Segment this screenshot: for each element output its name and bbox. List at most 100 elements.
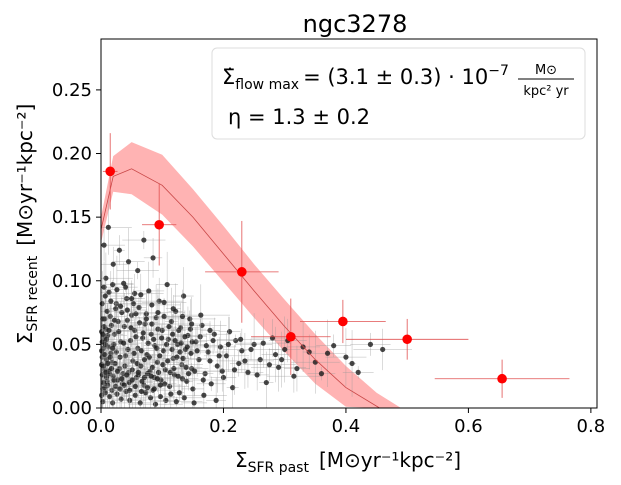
scatter-point-233 xyxy=(117,303,124,309)
model-curve-layer xyxy=(100,168,380,409)
scatter-point-185 xyxy=(175,373,181,379)
scatter-point-34 xyxy=(148,331,154,337)
scatter-point-84 xyxy=(282,346,288,353)
scatter-point-102 xyxy=(132,290,138,297)
scatter-point-28 xyxy=(140,335,146,341)
scatter-point-141 xyxy=(119,309,125,316)
scatter-point-285 xyxy=(107,354,113,360)
scatter-point-68 xyxy=(211,331,217,337)
x-tick-label-0: 0.0 xyxy=(87,416,116,437)
scatter-point-123 xyxy=(191,400,197,406)
scatter-point-44 xyxy=(164,281,170,288)
scatter-point-134 xyxy=(108,322,115,328)
y-axis-label-symbol: Σ xyxy=(13,332,37,345)
scatter-point-230 xyxy=(110,281,116,288)
scatter-point-109 xyxy=(114,391,120,397)
binned-point-0 xyxy=(105,166,115,177)
annotation-background xyxy=(211,47,586,140)
annotation-fraction-numerator: M⊙ xyxy=(535,63,557,78)
scatter-point-139 xyxy=(116,329,122,335)
scatter-point-204 xyxy=(210,337,216,344)
scatter-point-81 xyxy=(263,379,269,386)
scatter-point-171 xyxy=(157,353,163,359)
scatter-point-202 xyxy=(203,343,209,349)
scatter-point-187 xyxy=(177,349,183,355)
scatter-point-83 xyxy=(275,364,282,370)
scatter-point-258 xyxy=(119,376,125,382)
scatter-point-69 xyxy=(214,363,220,369)
scatter-point-228 xyxy=(106,289,112,295)
scatter-point-55 xyxy=(181,293,187,299)
scatter-point-98 xyxy=(135,267,141,274)
scatter-point-216 xyxy=(279,357,285,363)
scatter-point-192 xyxy=(183,364,189,370)
scatter-point-239 xyxy=(143,316,149,322)
scatter-point-184 xyxy=(174,354,180,360)
scatter-point-172 xyxy=(159,335,165,341)
scatter-point-88 xyxy=(324,350,331,356)
scatter-point-114 xyxy=(137,400,143,406)
scatter-point-268 xyxy=(148,373,154,379)
scatter-point-122 xyxy=(181,395,187,401)
scatter-point-180 xyxy=(169,346,175,353)
scatter-point-278 xyxy=(100,331,106,337)
scatter-point-235 xyxy=(124,307,130,313)
scatter-point-212 xyxy=(254,372,260,378)
scatter-point-179 xyxy=(167,369,173,375)
y-tick-label-0: 0.00 xyxy=(52,398,92,419)
scatter-point-231 xyxy=(111,317,118,323)
scatter-point-119 xyxy=(163,397,169,403)
annotation-fraction-denominator: kpc² yr xyxy=(523,84,569,99)
scatter-point-125 xyxy=(213,397,219,403)
binned-point-1 xyxy=(154,219,164,230)
scatter-point-43 xyxy=(162,367,168,373)
x-axis-ticks: 0.0 0.2 0.4 0.6 0.8 xyxy=(87,408,605,437)
scatter-point-78 xyxy=(245,369,251,375)
y-tick-label-5: 0.25 xyxy=(52,80,92,101)
scatter-point-218 xyxy=(294,365,300,372)
scatter-point-205 xyxy=(216,353,222,359)
binned-point-5 xyxy=(402,334,412,345)
annotation-sigma-dot: Σ̇ xyxy=(222,65,235,89)
scatter-point-79 xyxy=(251,341,257,347)
scatter-point-245 xyxy=(189,321,195,327)
scatter-point-92 xyxy=(101,242,107,248)
scatter-point-269 xyxy=(151,386,157,392)
scatter-point-170 xyxy=(155,369,162,375)
scatter-point-20 xyxy=(127,337,133,344)
binned-points-layer xyxy=(102,133,570,398)
scatter-point-207 xyxy=(225,341,231,347)
scatter-point-270 xyxy=(154,376,160,382)
x-tick-label-2: 0.4 xyxy=(332,416,361,437)
scatter-point-97 xyxy=(125,259,132,265)
scatter-point-80 xyxy=(257,357,263,363)
scatter-point-77 xyxy=(239,348,245,354)
scatter-point-236 xyxy=(129,295,135,302)
scatter-point-87 xyxy=(312,359,318,365)
scatter-point-74 xyxy=(230,385,236,391)
scatter-point-283 xyxy=(105,360,111,367)
scatter-point-265 xyxy=(138,388,145,395)
scatter-point-121 xyxy=(173,399,179,405)
scatter-point-94 xyxy=(110,261,116,267)
scatter-point-173 xyxy=(160,362,166,368)
x-axis-label-subscript: SFR past xyxy=(248,460,310,476)
scatter-point-71 xyxy=(220,374,227,381)
scatter-point-190 xyxy=(180,355,186,361)
scatter-point-174 xyxy=(161,313,167,319)
scatter-point-152 xyxy=(133,334,139,340)
scatter-point-117 xyxy=(152,401,159,407)
scatter-point-232 xyxy=(114,287,120,293)
scatter-point-247 xyxy=(207,327,213,333)
scatter-point-67 xyxy=(208,381,214,387)
scatter-point-223 xyxy=(367,341,374,347)
scatter-point-209 xyxy=(238,336,244,342)
scatter-point-158 xyxy=(140,330,146,336)
scatter-point-280 xyxy=(102,351,108,358)
scatter-point-177 xyxy=(165,358,171,364)
scatter-point-66 xyxy=(205,349,211,355)
scatter-point-199 xyxy=(194,348,200,354)
scatter-point-260 xyxy=(124,372,130,378)
scatter-point-244 xyxy=(179,313,186,319)
binned-point-4 xyxy=(338,316,348,327)
